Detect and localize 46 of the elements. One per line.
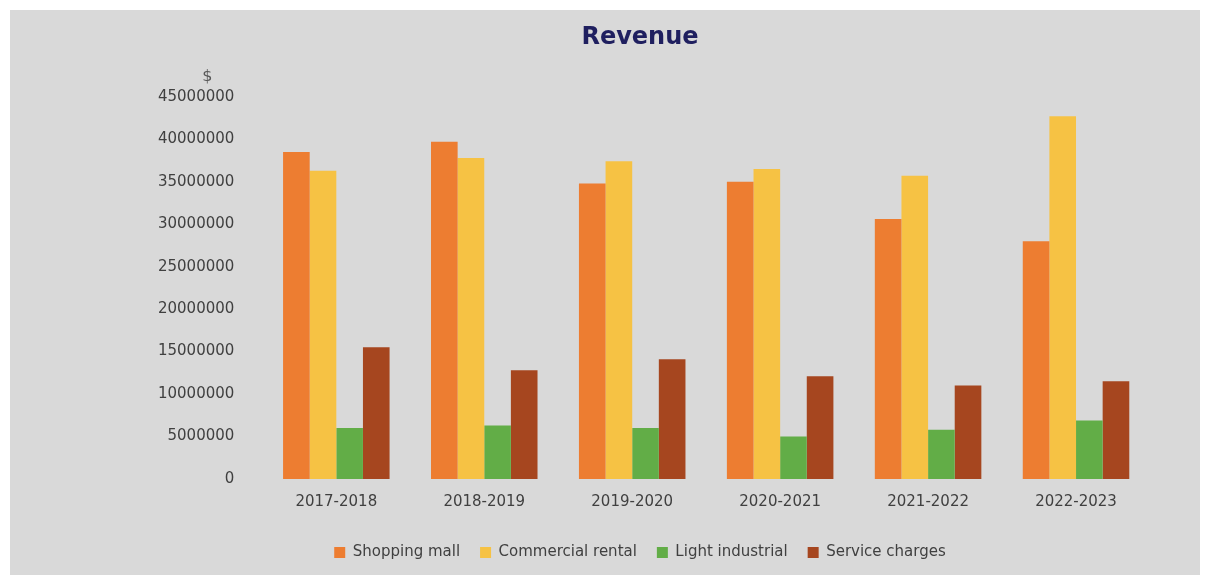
y-tick-label: 15000000: [157, 341, 235, 360]
bar: [874, 219, 902, 479]
x-tick-label: 2019-2020: [591, 491, 674, 510]
bar: [901, 175, 929, 479]
bar: [457, 157, 485, 479]
legend-label: Commercial rental: [498, 542, 637, 561]
y-tick-label: 25000000: [157, 256, 235, 275]
bar: [1022, 241, 1050, 479]
y-axis-title: $: [202, 65, 213, 85]
bar: [309, 170, 337, 479]
bar: [806, 376, 834, 479]
bar: [726, 181, 754, 479]
y-tick-label: 35000000: [157, 171, 235, 190]
bar: [362, 347, 390, 479]
x-tick-label: 2017-2018: [295, 491, 378, 510]
y-tick-label: 20000000: [157, 299, 235, 318]
bar: [780, 436, 807, 479]
bar: [605, 161, 633, 479]
bar: [1049, 116, 1077, 479]
bar: [928, 429, 955, 479]
x-tick-label: 2021-2022: [887, 491, 969, 510]
y-tick-label: 0: [224, 468, 235, 487]
bar: [632, 428, 659, 479]
x-tick-label: 2022-2023: [1035, 491, 1117, 510]
bar: [510, 370, 538, 479]
x-tick-label: 2020-2021: [739, 491, 822, 510]
bar: [753, 168, 781, 479]
bar: [283, 152, 310, 479]
legend-label: Shopping mall: [352, 542, 461, 561]
legend-label: Service charges: [826, 542, 946, 561]
x-tick-label: 2018-2019: [443, 491, 526, 510]
legend-label: Light industrial: [675, 542, 788, 561]
bar: [954, 385, 982, 479]
y-tick-label: 30000000: [157, 214, 235, 233]
bar: [484, 425, 511, 479]
chart-title: Revenue: [581, 21, 699, 50]
y-tick-label: 5000000: [167, 426, 235, 445]
bar: [1102, 381, 1130, 479]
bar: [1076, 420, 1103, 479]
bar: [658, 359, 686, 479]
y-tick-label: 40000000: [157, 129, 235, 148]
y-tick-label: 10000000: [157, 383, 235, 402]
bar: [431, 141, 458, 479]
bar: [336, 428, 363, 479]
bar: [578, 183, 606, 479]
y-tick-label: 45000000: [157, 86, 235, 105]
